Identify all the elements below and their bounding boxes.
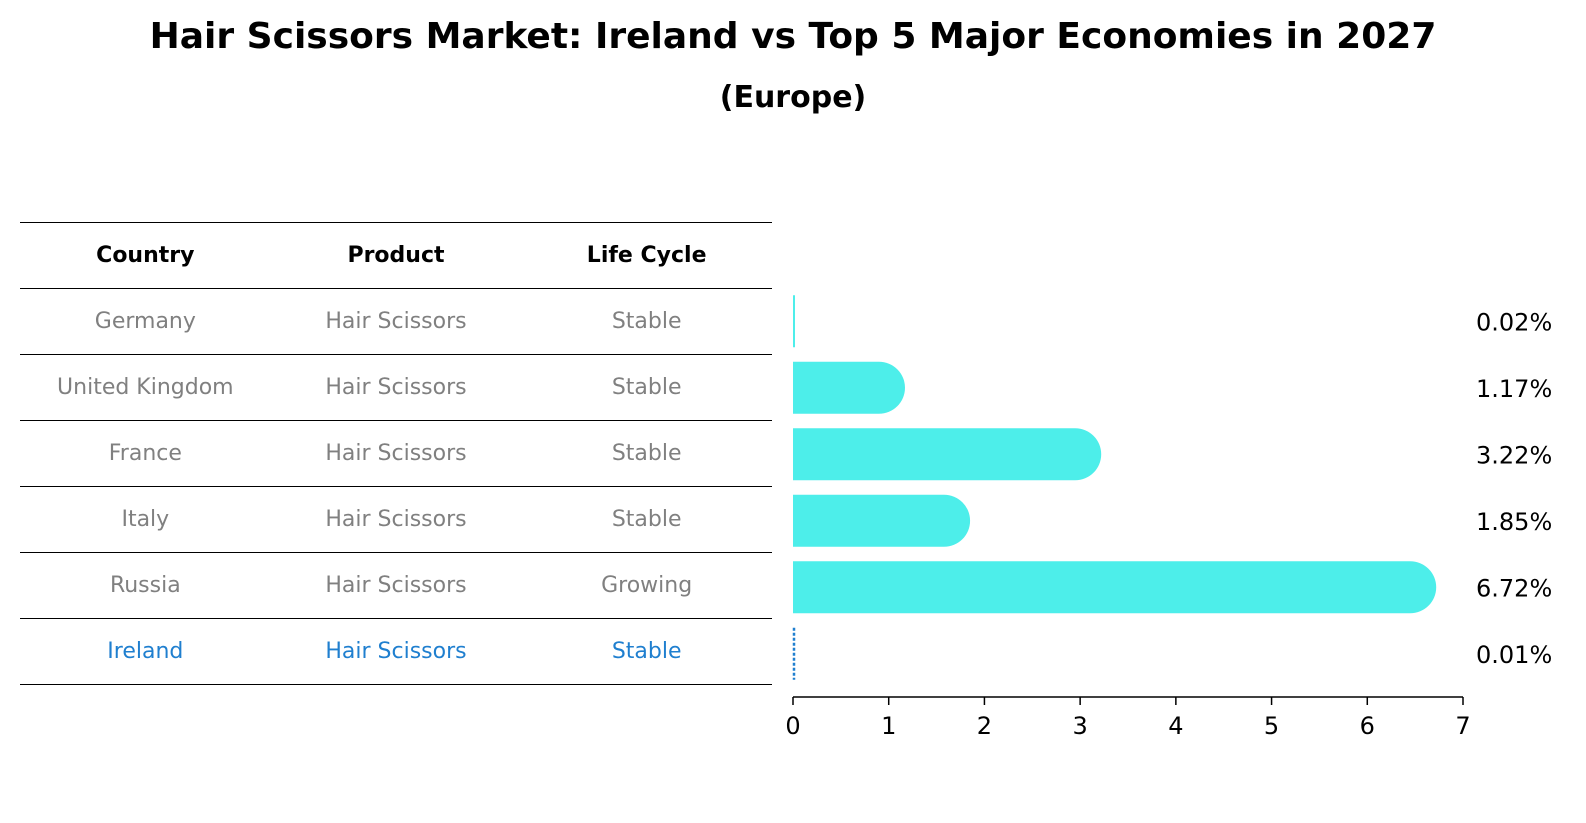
x-tick-label: 7 (1455, 712, 1470, 740)
value-label: 6.72% (1476, 574, 1552, 602)
cell-life-cycle: Stable (521, 486, 772, 553)
cell-product: Hair Scissors (270, 288, 522, 355)
x-tick-label: 1 (881, 712, 896, 740)
bar-russia (793, 561, 1437, 614)
table-row: Italy Hair Scissors Stable (20, 486, 772, 553)
cell-product: Hair Scissors (270, 354, 522, 421)
cell-product: Hair Scissors (270, 618, 522, 685)
cell-life-cycle: Growing (521, 552, 772, 619)
bar-united-kingdom (793, 361, 905, 414)
value-label: 1.17% (1476, 375, 1552, 403)
cell-life-cycle: Stable (521, 354, 772, 421)
x-axis: 0 1 2 3 4 5 6 7 (785, 696, 1471, 740)
data-table: Country Product Life Cycle Germany Hair … (20, 222, 772, 685)
cell-country: Italy (20, 486, 271, 553)
cell-product: Hair Scissors (270, 486, 522, 553)
table-header-row: Country Product Life Cycle (20, 222, 772, 289)
value-labels: 0.02% 1.17% 3.22% 1.85% 6.72% 0.01% (1476, 308, 1552, 669)
chart-title: Hair Scissors Market: Ireland vs Top 5 M… (149, 16, 1437, 57)
cell-product: Hair Scissors (270, 420, 522, 487)
table-row: Germany Hair Scissors Stable (20, 288, 772, 355)
bars-group (792, 295, 1437, 680)
cell-life-cycle: Stable (521, 618, 772, 685)
table-row: Russia Hair Scissors Growing (20, 552, 772, 619)
value-label: 0.02% (1476, 308, 1552, 336)
x-tick-label: 5 (1264, 712, 1279, 740)
x-tick-label: 4 (1168, 712, 1183, 740)
header-life-cycle: Life Cycle (521, 222, 772, 289)
x-tick-label: 3 (1073, 712, 1088, 740)
header-product: Product (270, 222, 522, 289)
value-label: 0.01% (1476, 641, 1552, 669)
cell-country: Ireland (20, 618, 271, 685)
cell-country: United Kingdom (20, 354, 271, 421)
bar-italy (793, 494, 971, 547)
x-tick-label: 0 (785, 712, 800, 740)
cell-life-cycle: Stable (521, 288, 772, 355)
table-row: United Kingdom Hair Scissors Stable (20, 354, 772, 421)
chart-subtitle: (Europe) (719, 80, 867, 115)
x-tick-label: 6 (1360, 712, 1375, 740)
cell-country: Germany (20, 288, 271, 355)
bar-germany (793, 295, 795, 348)
table-row-highlighted: Ireland Hair Scissors Stable (20, 618, 772, 685)
value-label: 1.85% (1476, 508, 1552, 536)
cell-country: Russia (20, 552, 271, 619)
cell-country: France (20, 420, 271, 487)
table-row: France Hair Scissors Stable (20, 420, 772, 487)
bar-france (793, 428, 1102, 481)
cell-life-cycle: Stable (521, 420, 772, 487)
value-label: 3.22% (1476, 441, 1552, 469)
x-tick-label: 2 (977, 712, 992, 740)
header-country: Country (20, 222, 271, 289)
cell-product: Hair Scissors (270, 552, 522, 619)
